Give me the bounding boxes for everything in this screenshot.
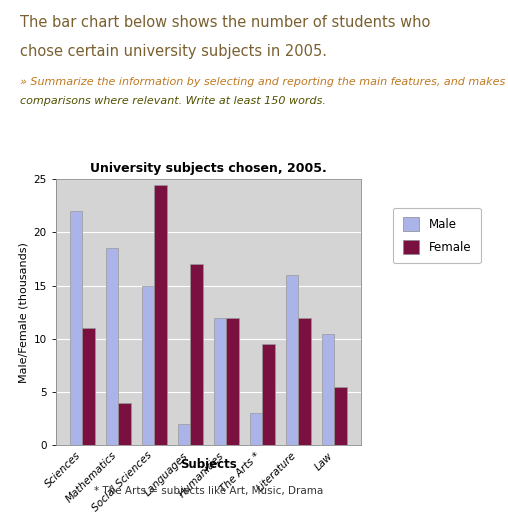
Bar: [178, 424, 190, 445]
Bar: [214, 317, 226, 445]
Text: * The Arts = subjects like Art, Music, Drama: * The Arts = subjects like Art, Music, D…: [93, 486, 323, 496]
Bar: [249, 414, 262, 445]
Bar: [118, 403, 131, 445]
Text: Subjects: Subjects: [180, 458, 237, 472]
Bar: [154, 184, 167, 445]
Text: The bar chart below shows the number of students who: The bar chart below shows the number of …: [20, 15, 431, 30]
Bar: [262, 344, 275, 445]
Legend: Male, Female: Male, Female: [393, 207, 481, 264]
Bar: [285, 275, 298, 445]
Bar: [106, 248, 118, 445]
Bar: [226, 317, 239, 445]
Text: comparisons where relevant. Write at least 150 words.: comparisons where relevant. Write at lea…: [20, 96, 326, 106]
Bar: [334, 387, 347, 445]
Title: University subjects chosen, 2005.: University subjects chosen, 2005.: [90, 162, 327, 175]
Bar: [142, 286, 154, 445]
Bar: [322, 334, 334, 445]
Bar: [82, 328, 95, 445]
Text: chose certain university subjects in 2005.: chose certain university subjects in 200…: [20, 44, 327, 58]
Bar: [190, 264, 203, 445]
Text: » Summarize the information by selecting and reporting the main features, and ma: » Summarize the information by selecting…: [20, 77, 505, 87]
Bar: [70, 211, 82, 445]
Bar: [298, 317, 311, 445]
Y-axis label: Male/Female (thousands): Male/Female (thousands): [18, 242, 28, 383]
